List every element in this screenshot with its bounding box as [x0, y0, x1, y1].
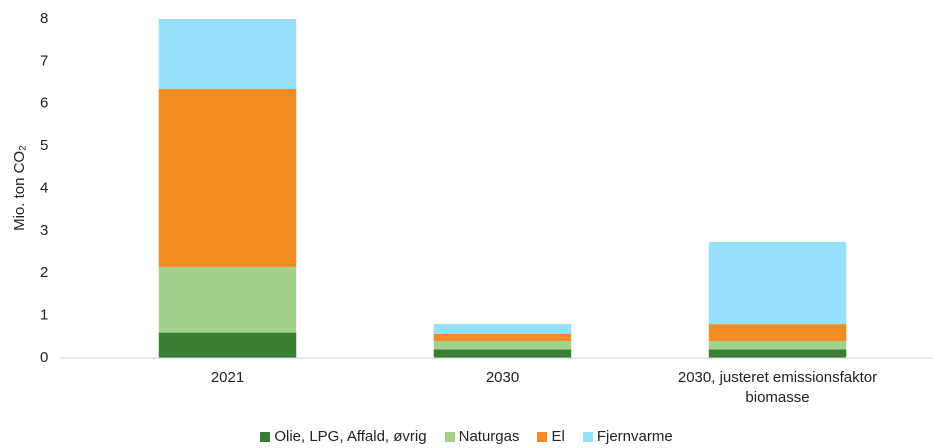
bar-segment — [158, 19, 297, 89]
bar-segment — [708, 241, 847, 325]
bar-segment — [433, 324, 572, 334]
x-tick-label: 2021 — [210, 369, 245, 386]
legend-label: Naturgas — [458, 428, 520, 445]
bar-segment — [158, 266, 297, 333]
legend: Olie, LPG, Affald, øvrig Naturgas El Fjernv… — [0, 428, 933, 445]
bar-segment — [708, 324, 847, 342]
bar-segment — [433, 349, 572, 358]
y-tick-label: 8 — [40, 10, 48, 27]
y-tick-label: 3 — [40, 222, 48, 239]
x-tick-label: 2030, justeret emissionsfaktor biomasse — [677, 369, 878, 406]
legend-item: Naturgas — [444, 428, 520, 445]
legend-label: Fjernvarme — [596, 428, 673, 445]
y-tick-label: 0 — [40, 349, 48, 366]
x-tick-label: 2030 — [485, 369, 520, 386]
bar-segment — [708, 349, 847, 358]
legend-label: Olie, LPG, Affald, øvrig — [274, 428, 427, 445]
bar-segment — [433, 341, 572, 350]
legend-item: El — [537, 428, 565, 445]
legend-swatch — [582, 431, 593, 442]
bar-segment — [433, 333, 572, 342]
y-tick-label: 6 — [40, 95, 48, 112]
y-tick-label: 1 — [40, 307, 48, 324]
bar-segment — [708, 341, 847, 350]
legend-swatch — [444, 431, 455, 442]
y-tick-label: 2 — [40, 264, 48, 281]
y-axis-label: Mio. ton CO₂ — [11, 145, 28, 231]
legend-swatch — [260, 431, 271, 442]
bar-segment — [158, 332, 297, 358]
legend-label: El — [551, 428, 565, 445]
y-tick-label: 5 — [40, 137, 48, 154]
bar-segment — [158, 88, 297, 267]
legend-swatch — [537, 431, 548, 442]
y-tick-label: 4 — [40, 179, 48, 196]
legend-item: Olie, LPG, Affald, øvrig — [260, 428, 427, 445]
legend-item: Fjernvarme — [582, 428, 673, 445]
y-tick-label: 7 — [40, 52, 48, 69]
